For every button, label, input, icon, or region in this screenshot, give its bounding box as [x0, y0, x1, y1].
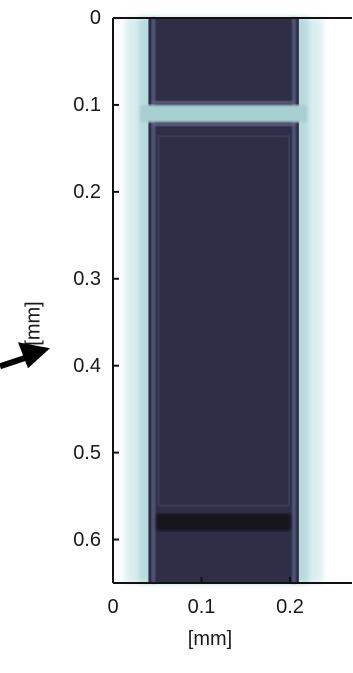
- y-tick-label: 0.4: [73, 354, 101, 377]
- axes: [112, 17, 352, 584]
- y-axis-title: [mm]: [22, 301, 45, 346]
- band-top-line: [152, 100, 295, 104]
- x-tick-label: 0.2: [276, 596, 304, 618]
- band-bottom-line: [152, 123, 295, 127]
- y-tick-label: 0.3: [73, 267, 101, 290]
- arrow-head: [18, 342, 50, 369]
- y-tick-label: 0.1: [73, 93, 101, 116]
- pointer-arrow: [0, 342, 50, 370]
- strip-left-edge: [151, 18, 156, 583]
- y-tick-label: 0: [89, 7, 101, 29]
- horizontal-band: [140, 104, 307, 123]
- strip-right-edge: [291, 18, 296, 583]
- x-tick-label: 0.1: [187, 596, 216, 618]
- micrograph-image: [124, 18, 323, 583]
- dark-band: [156, 513, 291, 531]
- x-tick-label: 0: [107, 596, 119, 618]
- inner-frame: [157, 135, 290, 507]
- y-tick-label: 0.5: [73, 441, 101, 464]
- x-axis-title: [mm]: [187, 628, 233, 650]
- y-tick-label: 0.2: [73, 180, 101, 203]
- y-tick-label: 0.6: [73, 528, 101, 551]
